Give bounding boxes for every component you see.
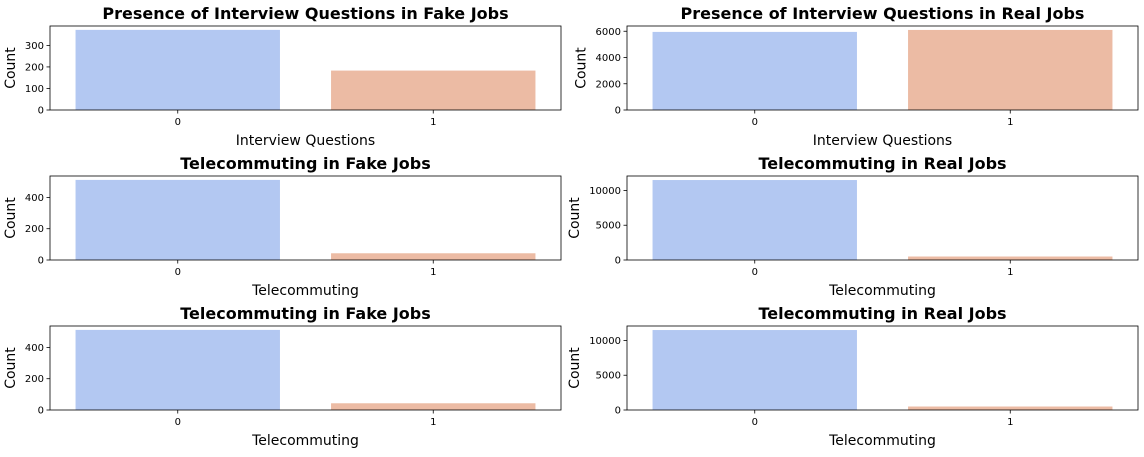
x-tick-label: 0 xyxy=(752,417,758,428)
x-tick-label: 0 xyxy=(175,117,181,128)
plot-frame xyxy=(49,175,562,261)
chart-title: Telecommuting in Real Jobs xyxy=(758,304,1006,323)
bar-1 xyxy=(908,256,1113,260)
x-tick-label: 0 xyxy=(752,117,758,128)
x-axis-label: Interview Questions xyxy=(813,133,952,149)
bar-0 xyxy=(652,330,857,410)
y-tick-label: 0 xyxy=(38,106,44,117)
x-axis-label: Telecommuting xyxy=(251,283,359,299)
bar-1 xyxy=(331,403,536,410)
chart-title: Telecommuting in Fake Jobs xyxy=(180,304,431,323)
plot-frame xyxy=(626,25,1139,111)
x-axis-label: Telecommuting xyxy=(828,283,936,299)
bar-0 xyxy=(75,29,280,110)
x-tick-label: 1 xyxy=(1007,267,1013,278)
y-axis-label: Count xyxy=(573,47,589,89)
chart-panel-4: 0 5000 10000 0 1 Telecommuting in Real Jobs Te… xyxy=(567,154,1139,299)
x-tick-label: 0 xyxy=(175,267,181,278)
y-axis-label: Count xyxy=(3,47,19,89)
x-tick-label: 1 xyxy=(430,267,436,278)
bar-1 xyxy=(331,253,536,260)
y-tick-label: 10000 xyxy=(589,336,621,347)
bar-1 xyxy=(908,29,1113,110)
x-tick-label: 0 xyxy=(175,417,181,428)
y-tick-label: 300 xyxy=(25,41,44,52)
x-axis-label: Telecommuting xyxy=(251,433,359,449)
y-axis-label: Count xyxy=(3,347,19,389)
x-axis-label: Telecommuting xyxy=(828,433,936,449)
y-tick-label: 0 xyxy=(38,406,44,417)
chart-title: Telecommuting in Real Jobs xyxy=(758,154,1006,173)
y-tick-label: 200 xyxy=(25,374,44,385)
y-tick-label: 4000 xyxy=(596,53,621,64)
y-tick-label: 10000 xyxy=(589,186,621,197)
bar-0 xyxy=(652,180,857,260)
y-axis-label: Count xyxy=(3,197,19,239)
y-tick-label: 2000 xyxy=(596,79,621,90)
y-tick-label: 100 xyxy=(25,84,44,95)
y-tick-label: 0 xyxy=(615,106,621,117)
y-tick-label: 5000 xyxy=(596,221,621,232)
bar-1 xyxy=(331,70,536,110)
y-tick-label: 400 xyxy=(25,343,44,354)
chart-panel-5: 0 200 400 0 1 Telecommuting in Fake Jobs Telec… xyxy=(3,304,562,449)
y-tick-label: 6000 xyxy=(596,27,621,38)
chart-panel-3: 0 200 400 0 1 Telecommuting in Fake Jobs Telec… xyxy=(3,154,562,299)
bar-0 xyxy=(75,329,280,410)
bar-1 xyxy=(908,406,1113,410)
chart-title: Presence of Interview Questions in Real … xyxy=(681,4,1085,23)
y-tick-label: 0 xyxy=(615,256,621,267)
x-axis-label: Interview Questions xyxy=(236,133,375,149)
chart-panel-1: 0 100 200 300 0 1 Presence of Interview Questi… xyxy=(3,4,562,149)
y-tick-label: 0 xyxy=(38,256,44,267)
y-axis-label: Count xyxy=(567,347,583,389)
chart-title: Presence of Interview Questions in Fake … xyxy=(102,4,508,23)
y-tick-label: 5000 xyxy=(596,371,621,382)
plot-frame xyxy=(49,325,562,411)
x-tick-label: 0 xyxy=(752,267,758,278)
y-tick-label: 0 xyxy=(615,406,621,417)
bar-0 xyxy=(652,31,857,110)
x-tick-label: 1 xyxy=(430,417,436,428)
x-tick-label: 1 xyxy=(430,117,436,128)
x-tick-label: 1 xyxy=(1007,117,1013,128)
plot-frame xyxy=(626,175,1139,261)
chart-panel-2: 0 2000 4000 6000 0 1 Presence of Interview Que… xyxy=(573,4,1139,149)
y-tick-label: 200 xyxy=(25,224,44,235)
y-tick-label: 200 xyxy=(25,62,44,73)
plot-frame xyxy=(49,25,562,111)
chart-title: Telecommuting in Fake Jobs xyxy=(180,154,431,173)
y-tick-label: 400 xyxy=(25,193,44,204)
y-axis-label: Count xyxy=(567,197,583,239)
bar-0 xyxy=(75,179,280,260)
plot-frame xyxy=(626,325,1139,411)
x-tick-label: 1 xyxy=(1007,417,1013,428)
chart-panel-6: 0 5000 10000 0 1 Telecommuting in Real Jobs Te… xyxy=(567,304,1139,449)
